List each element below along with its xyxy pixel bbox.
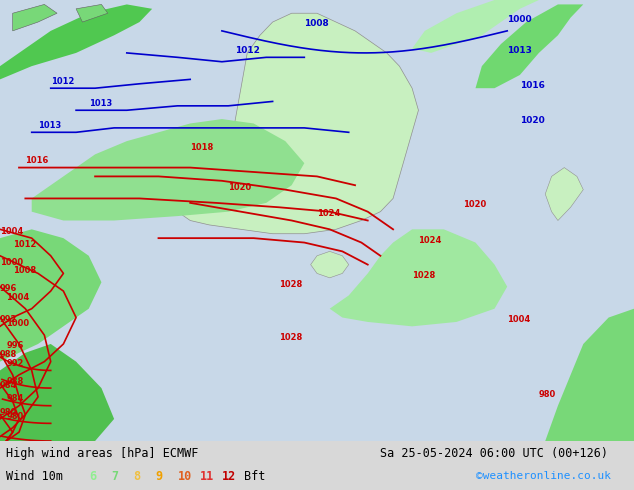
Text: Sa 25-05-2024 06:00 UTC (00+126): Sa 25-05-2024 06:00 UTC (00+126) [380, 447, 609, 460]
Polygon shape [545, 168, 583, 220]
Text: 1008: 1008 [304, 20, 329, 28]
Text: 992: 992 [6, 359, 23, 368]
Text: 1004: 1004 [0, 227, 23, 236]
Polygon shape [545, 309, 634, 441]
Text: 984: 984 [0, 381, 17, 390]
Text: High wind areas [hPa] ECMWF: High wind areas [hPa] ECMWF [6, 447, 198, 460]
Text: 10: 10 [178, 470, 191, 483]
Text: 8: 8 [133, 470, 140, 483]
Text: 1018: 1018 [190, 143, 214, 152]
Text: 1012: 1012 [235, 46, 259, 55]
Text: 1028: 1028 [279, 333, 302, 342]
Text: 1020: 1020 [228, 183, 252, 192]
Text: 984: 984 [6, 394, 23, 403]
Text: 1020: 1020 [520, 117, 545, 125]
Text: 1000: 1000 [507, 15, 532, 24]
Text: 1016: 1016 [25, 156, 49, 165]
Text: 1000: 1000 [0, 258, 23, 267]
Polygon shape [412, 0, 539, 53]
Text: 1013: 1013 [507, 46, 532, 55]
Text: 992: 992 [0, 315, 17, 324]
Polygon shape [13, 4, 57, 31]
Text: ©weatheronline.co.uk: ©weatheronline.co.uk [476, 471, 611, 481]
Text: 1004: 1004 [6, 293, 30, 302]
Polygon shape [178, 13, 418, 234]
Polygon shape [32, 119, 304, 220]
Text: 6: 6 [89, 470, 96, 483]
Text: 988: 988 [6, 377, 23, 386]
Text: 1013: 1013 [89, 99, 112, 108]
Text: 980: 980 [0, 408, 17, 416]
Text: 1028: 1028 [279, 280, 302, 289]
Text: 12: 12 [222, 470, 236, 483]
Text: 1012: 1012 [51, 77, 74, 86]
Text: 980: 980 [6, 412, 23, 421]
Text: 1020: 1020 [463, 200, 486, 209]
Text: 988: 988 [0, 350, 17, 359]
Text: 996: 996 [6, 342, 23, 350]
Text: 996: 996 [0, 284, 17, 293]
Text: 1016: 1016 [520, 81, 545, 90]
Text: 1000: 1000 [6, 319, 29, 328]
Text: 11: 11 [200, 470, 214, 483]
Text: Bft: Bft [244, 470, 266, 483]
Polygon shape [76, 4, 108, 22]
Text: Wind 10m: Wind 10m [6, 470, 63, 483]
Polygon shape [0, 4, 152, 79]
Text: 9: 9 [155, 470, 162, 483]
Text: 7: 7 [111, 470, 118, 483]
Polygon shape [330, 229, 507, 326]
Text: 1024: 1024 [317, 209, 340, 218]
Polygon shape [311, 251, 349, 278]
Text: 1013: 1013 [38, 121, 61, 130]
Text: 1004: 1004 [507, 315, 531, 324]
Text: 1024: 1024 [418, 236, 442, 245]
Text: 1028: 1028 [412, 271, 436, 280]
Text: 1012: 1012 [13, 240, 36, 249]
Text: 980: 980 [539, 390, 556, 399]
Polygon shape [476, 4, 583, 88]
Polygon shape [0, 229, 101, 362]
Text: 1008: 1008 [13, 267, 36, 275]
Polygon shape [0, 344, 114, 441]
